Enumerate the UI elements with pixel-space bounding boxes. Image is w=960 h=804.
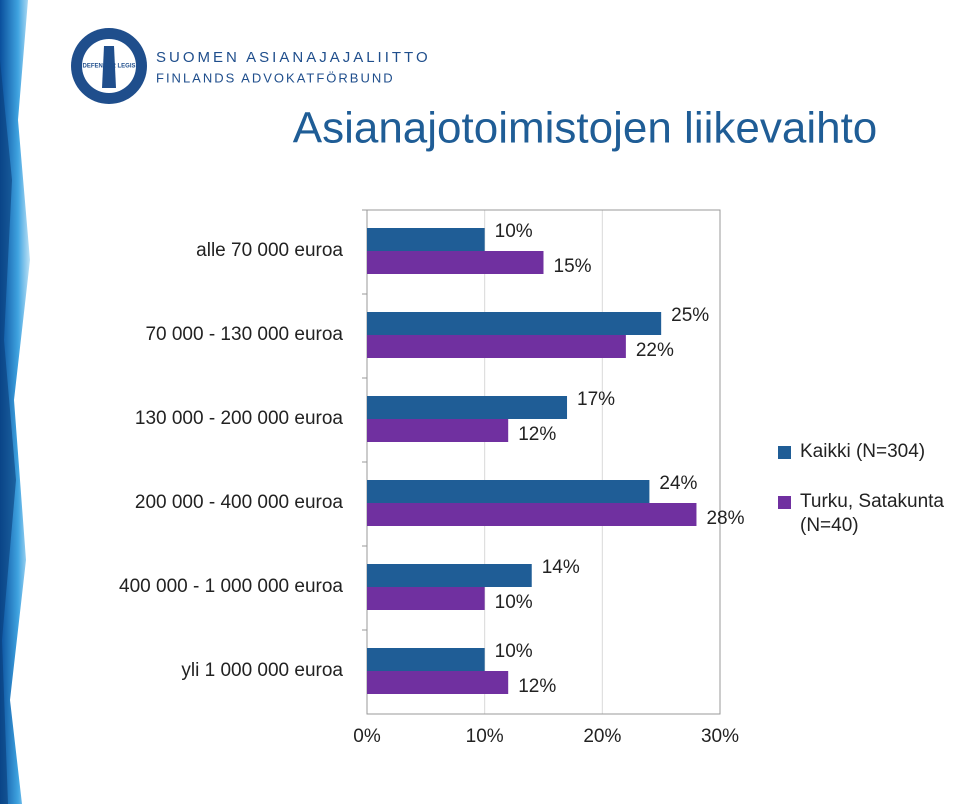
y-tick-label: 400 000 - 1 000 000 euroa xyxy=(119,576,343,597)
x-tick-label: 0% xyxy=(353,726,381,747)
y-tick-label: 130 000 - 200 000 euroa xyxy=(135,408,344,429)
logo: DEFENSOR LEGIS xyxy=(71,28,147,104)
legend-item: Kaikki (N=304) xyxy=(778,440,958,464)
value-label: 12% xyxy=(518,676,556,697)
bar xyxy=(367,587,485,610)
legend-label: Kaikki (N=304) xyxy=(800,441,926,462)
logo-text: DEFENSOR LEGIS xyxy=(82,64,135,70)
bar xyxy=(367,648,485,671)
legend-swatch xyxy=(778,496,791,509)
bar xyxy=(367,228,485,251)
legend-item: Turku, Satakunta (N=40) xyxy=(778,490,958,538)
value-label: 28% xyxy=(706,508,744,529)
value-label: 15% xyxy=(554,256,592,277)
org-name: SUOMEN ASIANAJAJALIITTO xyxy=(156,49,431,66)
bar xyxy=(367,312,662,335)
value-label: 14% xyxy=(542,557,580,578)
value-label: 10% xyxy=(495,592,533,613)
legend-swatch xyxy=(778,446,791,459)
bar xyxy=(367,396,568,419)
legend: Kaikki (N=304) Turku, Satakunta (N=40) xyxy=(778,440,958,564)
bar xyxy=(367,671,509,694)
decoration xyxy=(0,0,30,804)
bar xyxy=(367,335,626,358)
bar xyxy=(367,564,532,587)
legend-label: Turku, Satakunta (N=40) xyxy=(800,491,944,536)
bar xyxy=(367,480,650,503)
bar xyxy=(367,251,544,274)
y-tick-label: 200 000 - 400 000 euroa xyxy=(135,492,344,513)
x-tick-label: 30% xyxy=(701,726,739,747)
value-label: 17% xyxy=(577,389,615,410)
y-tick-label: 70 000 - 130 000 euroa xyxy=(145,324,343,345)
value-label: 22% xyxy=(636,340,674,361)
x-tick-label: 20% xyxy=(583,726,621,747)
bar xyxy=(367,503,697,526)
chart-title: Asianajotoimistojen liikevaihto xyxy=(293,104,878,153)
value-label: 12% xyxy=(518,424,556,445)
x-tick-label: 10% xyxy=(466,726,504,747)
value-label: 10% xyxy=(495,221,533,242)
bar xyxy=(367,419,509,442)
y-tick-label: yli 1 000 000 euroa xyxy=(181,660,343,681)
value-label: 24% xyxy=(659,473,697,494)
plot-frame xyxy=(366,209,721,715)
value-label: 25% xyxy=(671,305,709,326)
y-tick-label: alle 70 000 euroa xyxy=(196,240,343,261)
value-label: 10% xyxy=(495,641,533,662)
org-name: FINLANDS ADVOKATFÖRBUND xyxy=(156,70,395,85)
